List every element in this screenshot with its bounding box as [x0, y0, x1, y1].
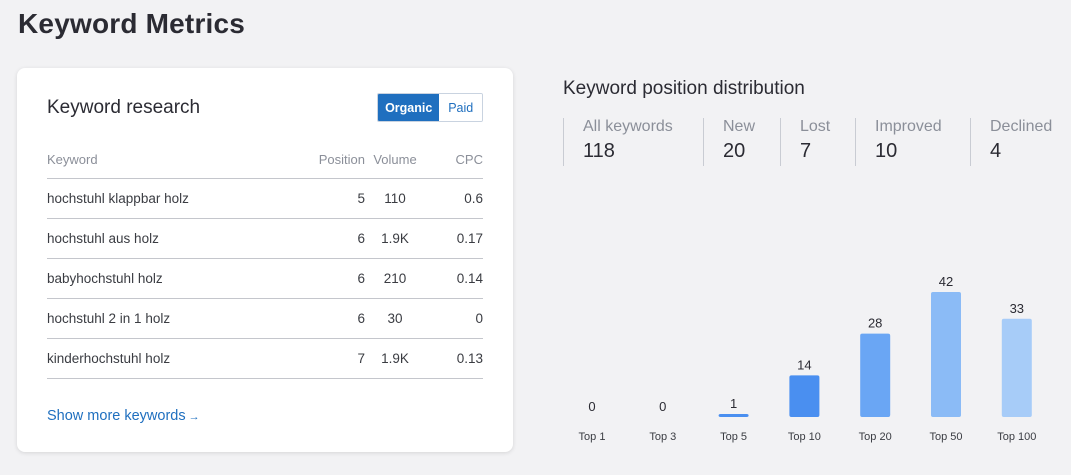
metric-value: 4 — [990, 140, 1002, 162]
table-row: kinderhochstuhl holz 7 1.9K 0.13 — [47, 338, 483, 379]
metric-value: 10 — [875, 140, 898, 162]
bar-value-label: 33 — [1010, 301, 1024, 316]
cpc-cell: 0 — [425, 298, 483, 339]
keyword-cell[interactable]: kinderhochstuhl holz — [47, 338, 275, 379]
bar-value-label: 1 — [730, 396, 737, 411]
column-header-cpc[interactable]: CPC — [425, 146, 483, 179]
x-tick-label: Top 1 — [579, 431, 606, 443]
metric-all-keywords[interactable]: All keywords 118 — [563, 118, 673, 166]
metric-value: 118 — [583, 140, 615, 162]
bar-top-50[interactable] — [931, 292, 961, 417]
table-header-row: Keyword Position Volume CPC — [47, 146, 483, 179]
metric-label: Improved — [875, 118, 942, 135]
column-header-position[interactable]: Position — [275, 146, 365, 179]
table-row: babyhochstuhl holz 6 210 0.14 — [47, 258, 483, 299]
metric-value: 7 — [800, 140, 812, 162]
volume-cell: 210 — [365, 258, 425, 299]
cpc-cell: 0.17 — [425, 218, 483, 259]
metric-label: Lost — [800, 118, 831, 135]
x-tick-label: Top 20 — [859, 431, 892, 443]
x-tick-label: Top 10 — [788, 431, 821, 443]
position-cell: 6 — [275, 258, 365, 299]
cpc-cell: 0.13 — [425, 338, 483, 379]
volume-cell: 1.9K — [365, 338, 425, 379]
bar-value-label: 42 — [939, 274, 953, 289]
metric-value: 20 — [723, 140, 746, 162]
arrow-right-icon: → — [188, 411, 200, 423]
position-cell: 7 — [275, 338, 365, 379]
bar-value-label: 28 — [868, 316, 882, 331]
metric-label: New — [723, 118, 756, 135]
column-header-keyword[interactable]: Keyword — [47, 146, 275, 179]
bar-top-5[interactable] — [718, 414, 749, 417]
x-tick-label: Top 3 — [649, 431, 676, 443]
column-header-volume[interactable]: Volume — [365, 146, 425, 179]
bar-value-label: 0 — [588, 399, 595, 414]
show-more-keywords-link[interactable]: Show more keywords → — [47, 408, 200, 424]
bar-top-10[interactable] — [789, 375, 820, 417]
distribution-title: Keyword position distribution — [563, 78, 805, 99]
keyword-research-card: Keyword research Organic Paid Keyword Po… — [17, 68, 513, 452]
page-title: Keyword Metrics — [18, 8, 246, 39]
position-cell: 5 — [275, 178, 365, 219]
show-more-label: Show more keywords — [47, 408, 186, 424]
metric-new[interactable]: New 20 — [703, 118, 755, 166]
paid-toggle-button[interactable]: Paid — [439, 94, 482, 121]
keyword-table: Keyword Position Volume CPC hochstuhl kl… — [47, 146, 483, 379]
metric-label: Declined — [990, 118, 1053, 135]
card-title: Keyword research — [47, 97, 201, 118]
position-cell: 6 — [275, 298, 365, 339]
organic-paid-toggle: Organic Paid — [377, 93, 483, 122]
keyword-cell[interactable]: babyhochstuhl holz — [47, 258, 275, 299]
keyword-cell[interactable]: hochstuhl aus holz — [47, 218, 275, 259]
metric-declined[interactable]: Declined 4 — [970, 118, 1052, 166]
metric-lost[interactable]: Lost 7 — [780, 118, 830, 166]
metric-label: All keywords — [583, 118, 673, 135]
table-row: hochstuhl aus holz 6 1.9K 0.17 — [47, 218, 483, 259]
bar-top-100[interactable] — [1001, 318, 1032, 417]
keyword-cell[interactable]: hochstuhl klappbar holz — [47, 178, 275, 219]
cpc-cell: 0.14 — [425, 258, 483, 299]
volume-cell: 30 — [365, 298, 425, 339]
metric-improved[interactable]: Improved 10 — [855, 118, 942, 166]
x-tick-label: Top 5 — [720, 431, 747, 443]
bar-value-label: 0 — [659, 399, 666, 414]
table-row: hochstuhl 2 in 1 holz 6 30 0 — [47, 298, 483, 339]
volume-cell: 1.9K — [365, 218, 425, 259]
position-cell: 6 — [275, 218, 365, 259]
bar-value-label: 14 — [797, 357, 811, 372]
keyword-cell[interactable]: hochstuhl 2 in 1 holz — [47, 298, 275, 339]
bar-top-20[interactable] — [860, 333, 891, 417]
organic-toggle-button[interactable]: Organic — [378, 94, 440, 121]
cpc-cell: 0.6 — [425, 178, 483, 219]
x-tick-label: Top 50 — [929, 431, 962, 443]
table-row: hochstuhl klappbar holz 5 110 0.6 — [47, 178, 483, 219]
x-tick-label: Top 100 — [997, 431, 1036, 443]
volume-cell: 110 — [365, 178, 425, 219]
